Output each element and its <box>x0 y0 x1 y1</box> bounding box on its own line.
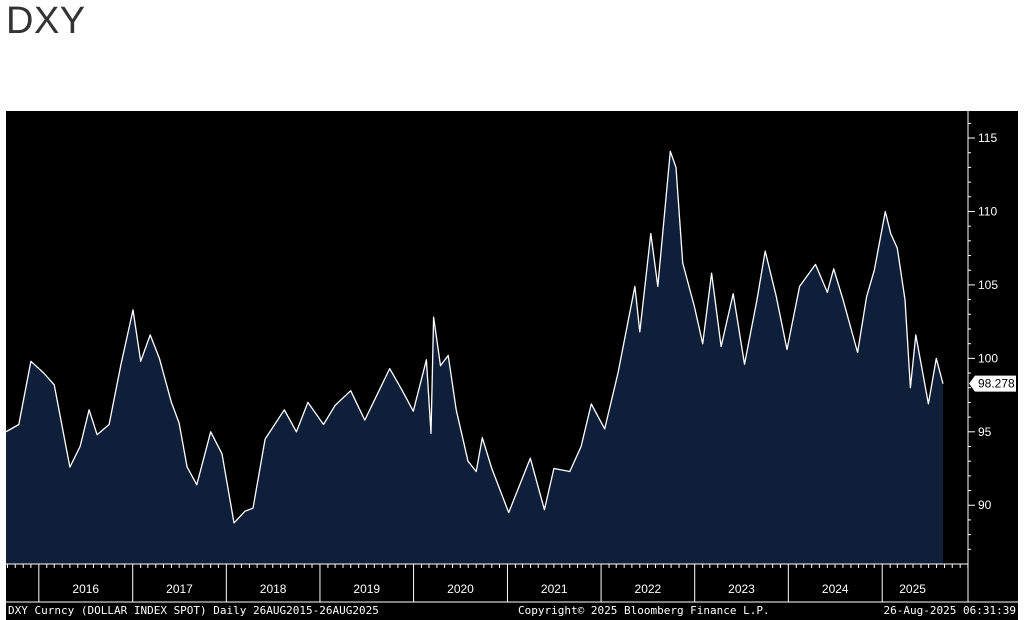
page-title: DXY <box>6 0 86 42</box>
y-tick-label: 95 <box>978 425 992 439</box>
footer-timestamp-text: 26-Aug-2025 06:31:39 <box>884 604 1016 617</box>
y-tick-label: 115 <box>978 131 997 145</box>
plot-area <box>6 150 944 565</box>
x-tick-label: 2019 <box>353 582 380 596</box>
series-line <box>6 150 944 524</box>
footer: DXY Curncy (DOLLAR INDEX SPOT) Daily 26A… <box>8 604 1016 617</box>
x-tick-label: 2016 <box>72 582 99 596</box>
x-tick-label: 2020 <box>447 582 474 596</box>
series-area <box>6 151 943 565</box>
x-tick-label: 2025 <box>899 582 926 596</box>
x-tick-label: 2023 <box>728 582 755 596</box>
x-tick-label: 2022 <box>635 582 662 596</box>
x-tick-label: 2018 <box>260 582 287 596</box>
last-value-badge <box>969 375 1016 392</box>
footer-source-text: DXY Curncy (DOLLAR INDEX SPOT) Daily 26A… <box>8 604 379 617</box>
x-tick-label: 2024 <box>822 582 849 596</box>
x-tick-label: 2017 <box>166 582 193 596</box>
x-tick-label: 2021 <box>541 582 568 596</box>
x-axis: 2016 2017 2018 2019 2020 2021 2022 2023 2024 2025 <box>6 563 1018 603</box>
y-tick-label: 90 <box>978 498 992 512</box>
y-axis: 90 95 100 105 110 115 98.278 <box>967 111 1016 602</box>
last-value-label: 98.278 <box>978 377 1015 391</box>
y-tick-label: 110 <box>978 204 997 218</box>
y-tick-label: 105 <box>978 278 998 292</box>
y-tick-label: 100 <box>978 351 998 365</box>
chart-panel: 90 95 100 105 110 115 98.278 2016 2017 2018 2019 2… <box>6 111 1018 620</box>
footer-copyright-text: Copyright© 2025 Bloomberg Finance L.P. <box>518 604 770 617</box>
